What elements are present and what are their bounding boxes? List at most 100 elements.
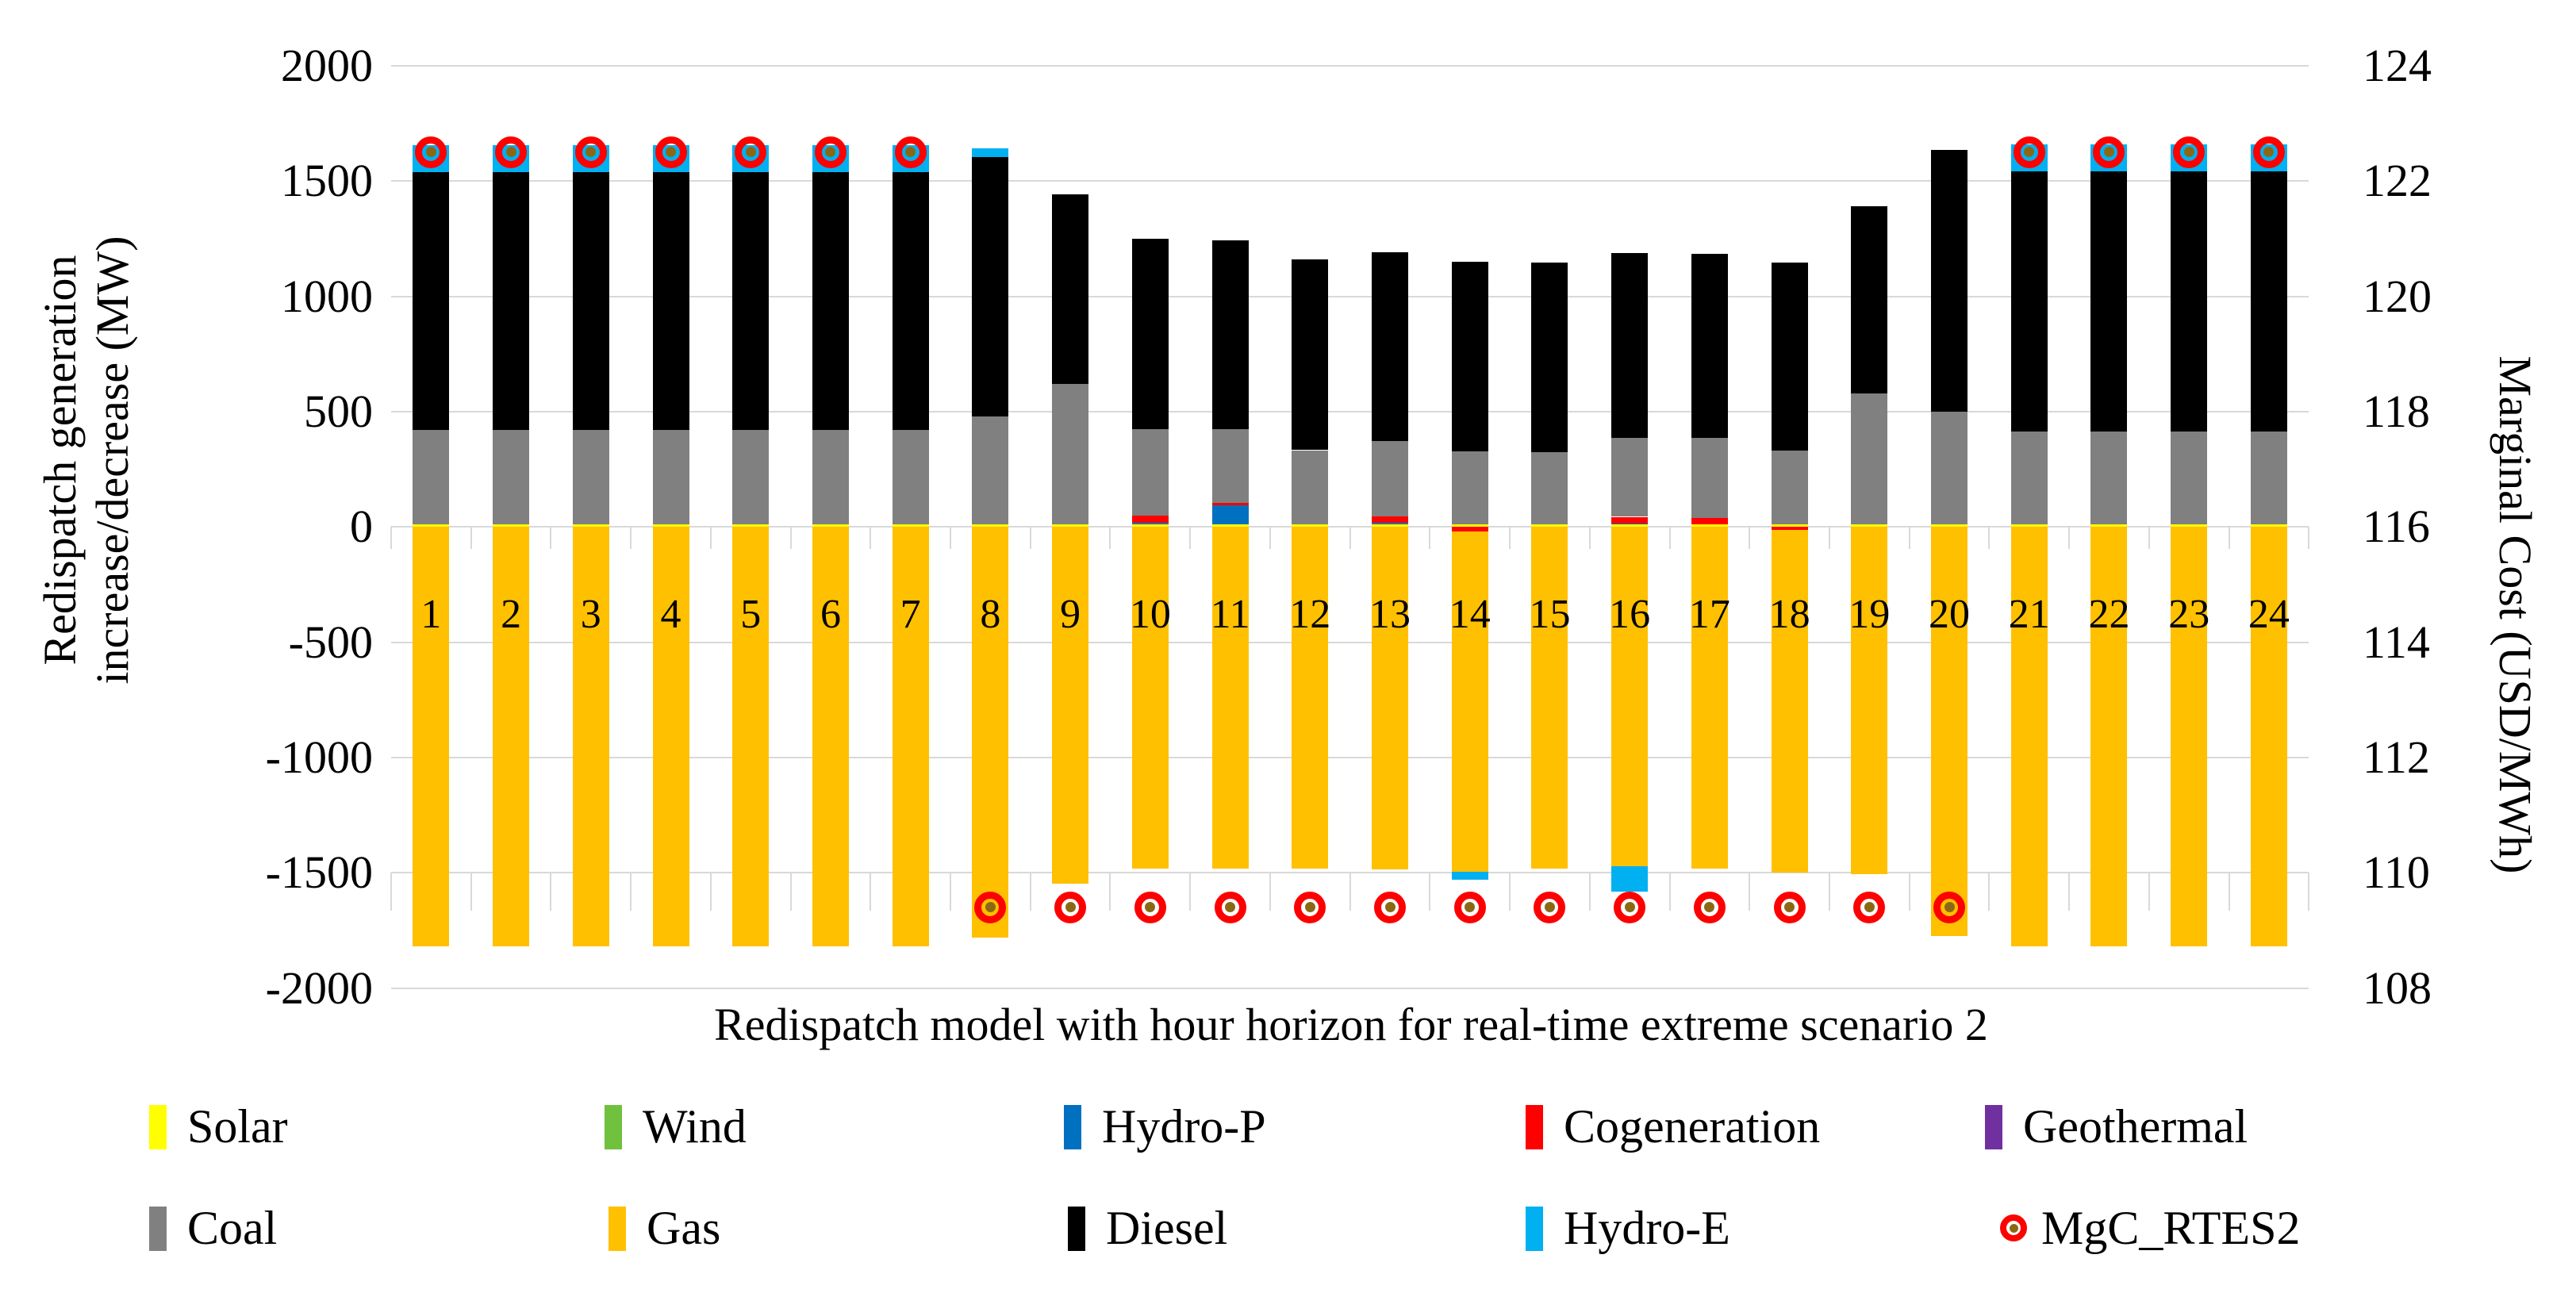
mgc-marker-hour-14: [1453, 891, 1486, 923]
axis-tick: [789, 873, 792, 911]
mgc-marker-hour-1: [415, 136, 447, 168]
axis-tick: [1749, 873, 1751, 911]
axis-tick: [870, 873, 872, 911]
axis-tick: [1189, 873, 1192, 911]
left-axis-title-line2: increase/decrease (MW): [86, 236, 138, 685]
legend-swatch-icon: [1985, 1105, 2002, 1149]
axis-tick: [1429, 527, 1431, 550]
mgc-marker-hour-12: [1294, 891, 1326, 923]
bar-segment-hydro_p-hour-10: [1131, 523, 1169, 525]
mgc-marker-center-dot: [1065, 902, 1076, 913]
bar-segment-coal-hour-21: [2010, 432, 2048, 525]
axis-tick: [1668, 873, 1671, 911]
right-axis-tick-label: 108: [2363, 961, 2432, 1014]
bar-segment-gas-hour-22: [2090, 527, 2128, 947]
legend-swatch-icon: [1526, 1207, 1543, 1251]
axis-tick: [470, 873, 472, 911]
bar-segment-diesel-hour-5: [732, 171, 770, 431]
mgc-marker-hour-15: [1534, 891, 1566, 923]
x-axis-label: 2: [501, 592, 522, 637]
bar-segment-gas-hour-19: [1851, 527, 1888, 875]
legend-marker-icon: [2000, 1214, 2027, 1241]
bar-segment-diesel-hour-8: [972, 157, 1009, 416]
bar-segment-gas-hour-2: [493, 527, 530, 947]
mgc-marker-center-dot: [425, 147, 436, 158]
bar-segment-diesel-hour-13: [1372, 252, 1408, 441]
x-axis-label: 17: [1688, 592, 1730, 637]
legend-label: Wind: [643, 1100, 747, 1153]
bar-segment-solar-hour-11: [1211, 524, 1249, 528]
x-axis-label: 8: [980, 592, 1001, 637]
axis-tick: [1908, 527, 1910, 550]
right-axis-tick-label: 114: [2363, 616, 2430, 668]
axis-tick: [1828, 873, 1830, 911]
mgc-marker-hour-6: [814, 136, 847, 168]
bar-segment-gas-hour-24: [2250, 527, 2287, 947]
bar-segment-hydro_p-hour-11: [1211, 505, 1249, 525]
mgc-marker-center-dot: [1944, 902, 1955, 913]
bar-segment-hydro_e_neg-hour-16: [1611, 865, 1649, 892]
bar-segment-diesel-hour-9: [1052, 194, 1089, 384]
left-axis-tick-label: 0: [350, 501, 373, 553]
mgc-marker-hour-4: [655, 136, 687, 168]
legend-swatch-icon: [605, 1105, 622, 1149]
x-axis-label: 3: [580, 592, 601, 637]
bar-segment-gas-hour-5: [732, 527, 770, 947]
bar-segment-solar-hour-17: [1691, 524, 1728, 528]
mgc-marker-center-dot: [745, 147, 756, 158]
mgc-marker-hour-13: [1374, 891, 1406, 923]
bar-segment-diesel-hour-6: [812, 171, 849, 431]
gridline: [391, 641, 2309, 643]
bar-segment-gas-hour-14: [1451, 531, 1488, 873]
bar-segment-gas-hour-4: [652, 527, 689, 947]
legend-swatch-icon: [1064, 1105, 1081, 1149]
bar-segment-diesel-hour-15: [1531, 262, 1568, 452]
mgc-marker-center-dot: [1704, 902, 1715, 913]
bar-segment-coal-hour-16: [1611, 438, 1649, 517]
axis-tick: [1588, 873, 1591, 911]
bar-segment-coal-hour-10: [1131, 428, 1169, 516]
bar-segment-diesel-hour-16: [1611, 252, 1649, 439]
bar-segment-gas-hour-16: [1611, 527, 1649, 866]
bar-segment-solar-hour-13: [1372, 524, 1408, 528]
axis-tick: [1509, 527, 1511, 550]
bar-segment-gas-hour-18: [1771, 529, 1808, 873]
mgc-marker-center-dot: [985, 902, 996, 913]
bar-segment-coal-hour-4: [652, 430, 689, 525]
bar-segment-solar-hour-24: [2250, 524, 2287, 528]
axis-tick: [709, 527, 712, 550]
mgc-marker-hour-19: [1853, 891, 1886, 923]
legend-label: Hydro-P: [1102, 1100, 1266, 1153]
axis-tick: [950, 527, 952, 550]
axis-tick: [630, 873, 632, 911]
bar-segment-coal-hour-12: [1292, 450, 1329, 525]
mgc-marker-center-dot: [1304, 902, 1315, 913]
axis-tick: [1189, 527, 1192, 550]
bar-segment-coal-hour-20: [1931, 411, 1968, 525]
bar-segment-coal-hour-22: [2090, 432, 2128, 525]
bar-segment-coal-hour-11: [1211, 429, 1249, 504]
bar-segment-diesel-hour-21: [2010, 171, 2048, 432]
bar-segment-gas-hour-1: [413, 527, 450, 947]
axis-tick: [1269, 527, 1271, 550]
left-axis-tick-label: 1000: [281, 270, 373, 322]
mgc-marker-center-dot: [2024, 147, 2035, 158]
axis-tick: [630, 527, 632, 550]
axis-tick: [1908, 873, 1910, 911]
x-axis-label: 15: [1529, 592, 1571, 637]
mgc-marker-hour-23: [2173, 136, 2206, 168]
legend-label: MgC_RTES2: [2041, 1202, 2301, 1254]
x-axis-title: Redispatch model with hour horizon for r…: [714, 999, 1988, 1050]
bar-segment-hydro_e-hour-8: [972, 148, 1009, 158]
x-axis-label: 11: [1210, 592, 1250, 637]
x-axis-label: 24: [2248, 592, 2290, 637]
bar-segment-solar-hour-4: [652, 524, 689, 528]
left-axis-tick-label: -1000: [265, 731, 373, 783]
x-axis-label: 18: [1768, 592, 1810, 637]
legend-swatch-icon: [149, 1207, 167, 1251]
bar-segment-hydro_e_neg-hour-14: [1451, 872, 1488, 881]
axis-tick: [950, 873, 952, 911]
bar-segment-diesel-hour-10: [1131, 239, 1169, 429]
legend-label: Hydro-E: [1564, 1202, 1730, 1254]
bar-segment-gas-hour-8: [972, 527, 1009, 938]
